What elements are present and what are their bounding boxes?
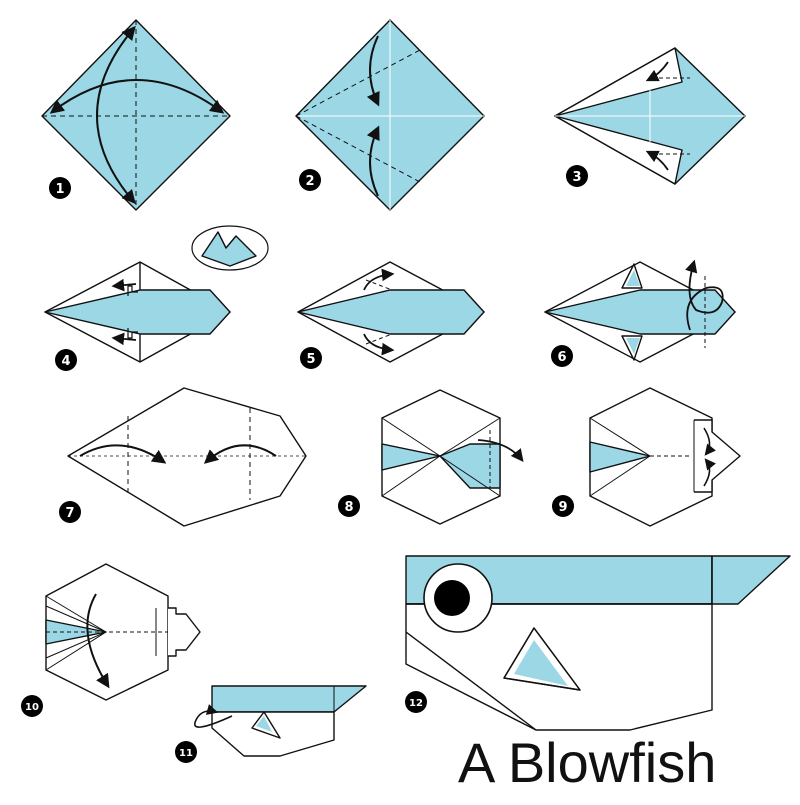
step-3-figure — [554, 47, 746, 185]
svg-text:2: 2 — [305, 174, 314, 189]
step-badge-9: 9 — [552, 495, 574, 517]
svg-text:11: 11 — [179, 748, 193, 759]
step-4-figure — [44, 225, 269, 363]
step-badge-4: 4 — [55, 349, 77, 371]
svg-text:1: 1 — [55, 182, 64, 197]
step-7-figure — [67, 387, 307, 527]
svg-text:3: 3 — [572, 170, 581, 185]
step-5-figure — [297, 261, 485, 363]
step-badge-1: 1 — [49, 177, 71, 199]
step-6-figure — [544, 259, 736, 363]
svg-text:7: 7 — [65, 506, 74, 521]
step-badge-7: 7 — [59, 501, 81, 523]
step-2-figure — [295, 19, 485, 211]
step-12-figure — [405, 555, 791, 731]
svg-text:8: 8 — [344, 500, 353, 515]
svg-text:9: 9 — [558, 500, 567, 515]
svg-text:6: 6 — [557, 350, 566, 365]
step-badge-3: 3 — [566, 165, 588, 187]
step-9-figure — [589, 387, 741, 527]
step-badge-2: 2 — [299, 169, 321, 191]
svg-text:5: 5 — [306, 352, 315, 367]
step-badge-8: 8 — [338, 495, 360, 517]
step-badge-12: 12 — [405, 691, 427, 713]
svg-text:10: 10 — [25, 702, 39, 713]
step-10-figure — [45, 563, 201, 701]
step-badges: 1 2 3 4 5 6 7 8 9 10 11 12 — [21, 165, 588, 763]
svg-text:4: 4 — [61, 354, 70, 369]
step-badge-6: 6 — [551, 345, 573, 367]
diagram-title: A Blowfish — [458, 731, 717, 794]
step-badge-10: 10 — [21, 695, 43, 717]
step-8-figure — [381, 389, 524, 525]
step-1-figure — [41, 19, 231, 211]
svg-text:12: 12 — [409, 698, 423, 709]
step-11-figure — [194, 685, 367, 757]
eye-pupil — [434, 580, 470, 616]
step-badge-11: 11 — [175, 741, 197, 763]
step-badge-5: 5 — [300, 347, 322, 369]
